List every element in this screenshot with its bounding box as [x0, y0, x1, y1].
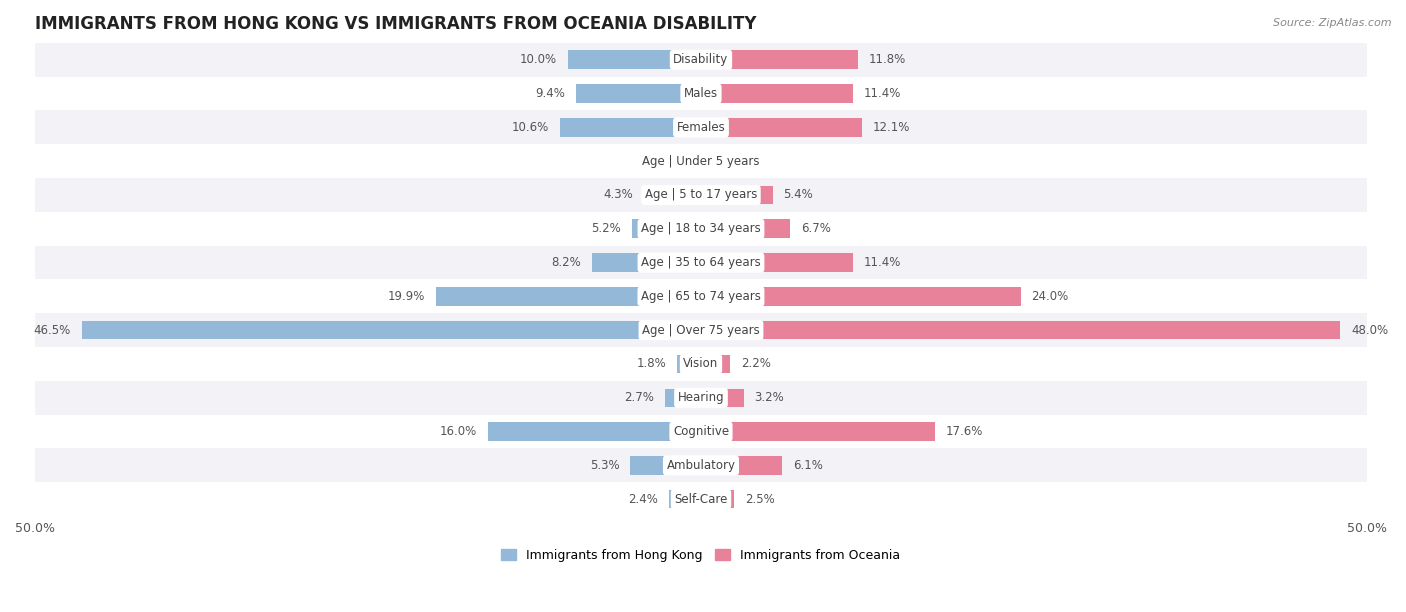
Text: 2.4%: 2.4%: [628, 493, 658, 506]
Text: 11.4%: 11.4%: [863, 87, 901, 100]
Text: 10.0%: 10.0%: [520, 53, 557, 66]
Bar: [560, 118, 702, 136]
Text: Self-Care: Self-Care: [675, 493, 728, 506]
Text: Males: Males: [683, 87, 718, 100]
Bar: [35, 212, 1367, 245]
Bar: [35, 381, 1367, 415]
Bar: [82, 321, 702, 340]
Bar: [702, 185, 773, 204]
Text: 6.1%: 6.1%: [793, 459, 823, 472]
Text: 10.6%: 10.6%: [512, 121, 550, 134]
Text: Source: ZipAtlas.com: Source: ZipAtlas.com: [1274, 18, 1392, 28]
Text: Ambulatory: Ambulatory: [666, 459, 735, 472]
Text: Age | Under 5 years: Age | Under 5 years: [643, 155, 759, 168]
Bar: [702, 490, 734, 509]
Bar: [702, 456, 782, 475]
Bar: [35, 280, 1367, 313]
Bar: [702, 253, 853, 272]
Text: 1.2%: 1.2%: [728, 155, 758, 168]
Bar: [702, 355, 730, 373]
Text: Age | 65 to 74 years: Age | 65 to 74 years: [641, 290, 761, 303]
Bar: [568, 51, 702, 69]
Bar: [436, 287, 702, 305]
Text: Age | 18 to 34 years: Age | 18 to 34 years: [641, 222, 761, 235]
Bar: [678, 355, 702, 373]
Text: 46.5%: 46.5%: [34, 324, 70, 337]
Text: Disability: Disability: [673, 53, 728, 66]
Text: Cognitive: Cognitive: [673, 425, 730, 438]
Text: Age | 5 to 17 years: Age | 5 to 17 years: [645, 188, 758, 201]
Bar: [702, 321, 1340, 340]
Text: 5.2%: 5.2%: [592, 222, 621, 235]
Bar: [35, 313, 1367, 347]
Text: Hearing: Hearing: [678, 391, 724, 405]
Bar: [35, 178, 1367, 212]
Text: 3.2%: 3.2%: [754, 391, 785, 405]
Bar: [488, 422, 702, 441]
Bar: [644, 185, 702, 204]
Text: Age | 35 to 64 years: Age | 35 to 64 years: [641, 256, 761, 269]
Bar: [630, 456, 702, 475]
Text: Females: Females: [676, 121, 725, 134]
Bar: [576, 84, 702, 103]
Bar: [631, 220, 702, 238]
Bar: [35, 111, 1367, 144]
Text: 5.4%: 5.4%: [783, 188, 813, 201]
Text: 11.4%: 11.4%: [863, 256, 901, 269]
Text: 2.7%: 2.7%: [624, 391, 654, 405]
Text: 16.0%: 16.0%: [440, 425, 477, 438]
Text: 0.95%: 0.95%: [641, 155, 678, 168]
Bar: [665, 389, 702, 407]
Bar: [702, 118, 862, 136]
Bar: [702, 51, 858, 69]
Bar: [689, 152, 702, 171]
Bar: [592, 253, 702, 272]
Text: 19.9%: 19.9%: [388, 290, 425, 303]
Text: 9.4%: 9.4%: [536, 87, 565, 100]
Text: 6.7%: 6.7%: [801, 222, 831, 235]
Bar: [35, 415, 1367, 449]
Text: 5.3%: 5.3%: [591, 459, 620, 472]
Text: 24.0%: 24.0%: [1031, 290, 1069, 303]
Bar: [35, 347, 1367, 381]
Bar: [702, 287, 1021, 305]
Text: 11.8%: 11.8%: [869, 53, 905, 66]
Bar: [35, 43, 1367, 76]
Text: 8.2%: 8.2%: [551, 256, 581, 269]
Text: 1.8%: 1.8%: [637, 357, 666, 370]
Text: Age | Over 75 years: Age | Over 75 years: [643, 324, 759, 337]
Bar: [35, 144, 1367, 178]
Bar: [35, 482, 1367, 516]
Text: 4.3%: 4.3%: [603, 188, 633, 201]
Bar: [669, 490, 702, 509]
Text: 17.6%: 17.6%: [946, 425, 983, 438]
Text: 12.1%: 12.1%: [873, 121, 910, 134]
Bar: [702, 152, 717, 171]
Bar: [35, 449, 1367, 482]
Legend: Immigrants from Hong Kong, Immigrants from Oceania: Immigrants from Hong Kong, Immigrants fr…: [496, 543, 905, 567]
Bar: [702, 422, 935, 441]
Bar: [35, 76, 1367, 111]
Text: 48.0%: 48.0%: [1351, 324, 1388, 337]
Text: 2.2%: 2.2%: [741, 357, 770, 370]
Bar: [702, 220, 790, 238]
Bar: [702, 84, 853, 103]
Text: Vision: Vision: [683, 357, 718, 370]
Text: 2.5%: 2.5%: [745, 493, 775, 506]
Text: IMMIGRANTS FROM HONG KONG VS IMMIGRANTS FROM OCEANIA DISABILITY: IMMIGRANTS FROM HONG KONG VS IMMIGRANTS …: [35, 15, 756, 33]
Bar: [35, 245, 1367, 280]
Bar: [702, 389, 744, 407]
